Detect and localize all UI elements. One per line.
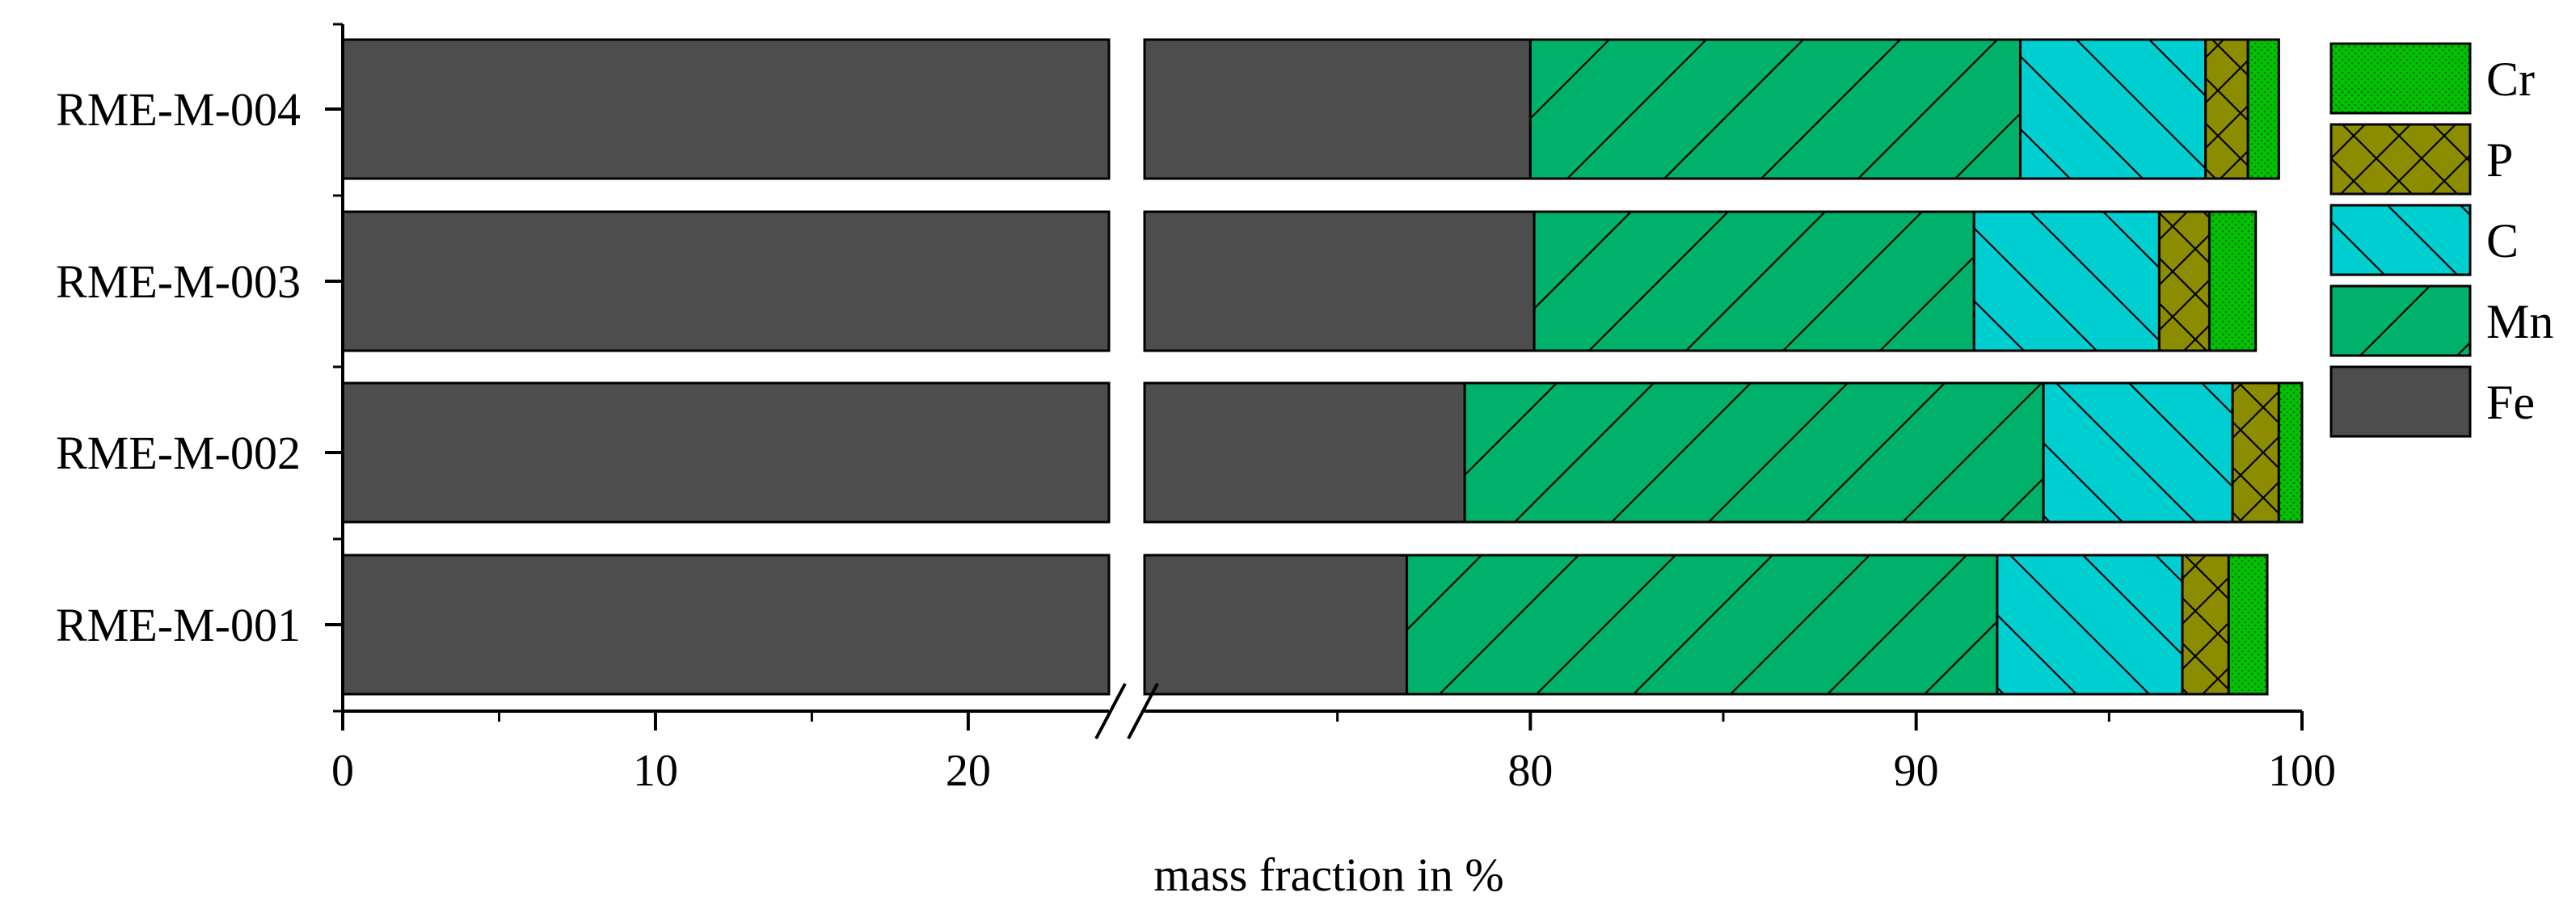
legend-item-cr: Cr [2329,42,2535,115]
legend-swatch-fe-outline [2329,365,2472,438]
y-tick-label-rme-m-001: RME-M-001 [56,599,301,651]
legend-label-fe: Fe [2486,376,2535,429]
bar-rme-m-003-fe-part1 [343,212,1109,351]
legend-item-p: P [2329,123,2513,196]
bar-rme-m-004-mn-pattern [1530,40,2021,179]
x-tick-label-20: 20 [946,746,991,796]
x-tick-label-0: 0 [331,746,354,796]
legend-item-fe: Fe [2329,365,2535,438]
bar-rme-m-002-cr-outline [2277,381,2304,524]
bar-group-rme-m-003 [341,210,2258,352]
bar-rme-m-003-mn-pattern [1534,212,1975,351]
bar-rme-m-001-cr-pattern [2228,555,2268,694]
bar-rme-m-001-c-pattern [1996,555,2183,694]
legend-swatch-mn-outline [2329,284,2472,357]
bar-rme-m-001-mn-pattern [1406,555,1997,694]
legend-swatch-p-pattern [2331,124,2470,194]
legend-swatch-mn-pattern [2331,286,2470,356]
bar-rme-m-004-cr-pattern [2248,40,2279,179]
bar-rme-m-003-p-pattern [2159,212,2210,351]
bar-rme-m-001-fe-part1 [343,555,1109,694]
x-tick-label-10: 10 [633,746,678,796]
bar-group-rme-m-001 [341,554,2269,696]
bar-rme-m-002-fe-part1 [343,383,1109,522]
bar-rme-m-002-c-pattern [2043,383,2233,522]
bar-rme-m-001-cr-outline [2227,554,2269,696]
bar-rme-m-002-mn-pattern [1465,383,2044,522]
axis-break-mark-right [1127,683,1159,739]
bar-rme-m-002-cr-pattern [2279,383,2302,522]
bar-rme-m-004-cr-outline [2246,38,2280,180]
y-tick-label-rme-m-004: RME-M-004 [56,83,301,136]
bar-rme-m-003-fe-part2 [1145,212,1535,351]
legend-item-c: C [2329,204,2519,276]
bar-rme-m-002-p-pattern [2232,383,2279,522]
bar-rme-m-003-cr-outline [2207,210,2258,352]
x-tick-label-90: 90 [1894,746,1939,796]
bar-rme-m-003-cr-pattern [2209,212,2256,351]
y-tick-label-rme-m-003: RME-M-003 [56,255,301,308]
legend-label-c: C [2486,214,2519,267]
bar-group-rme-m-004 [341,38,2280,180]
axes: 0 10 20 80 90 100 RME-M-001 RME-M-002 RME-M-003 R… [56,23,2336,796]
bar-rme-m-004-fe-part2 [1145,40,1531,179]
bar-rme-m-003-c-pattern [1974,212,2160,351]
legend-label-p: P [2486,133,2513,187]
bar-rme-m-002-fe-part2 [1145,383,1465,522]
bar-rme-m-004-fe-part1 [343,40,1109,179]
bar-rme-m-004-p-pattern [2205,40,2249,179]
legend-item-mn: Mn [2329,284,2553,357]
legend-swatch-cr-pattern [2331,44,2470,113]
legend-label-cr: Cr [2486,53,2535,106]
axis-break-mark-left [1094,683,1127,739]
bar-rme-m-001-fe-part2 [1145,555,1407,694]
bar-rme-m-004-c-pattern [2020,40,2206,179]
legend-swatch-c-outline [2329,204,2472,276]
legend-swatch-fe [2331,367,2470,436]
legend: Cr PC Mn Fe [2329,42,2553,438]
bars [341,38,2304,696]
y-tick-label-rme-m-002: RME-M-002 [56,427,301,479]
bar-rme-m-001-p-pattern [2182,555,2229,694]
legend-label-mn: Mn [2486,295,2553,348]
x-tick-label-100: 100 [2268,746,2336,796]
x-tick-label-80: 80 [1507,746,1553,796]
legend-swatch-cr-outline [2329,42,2472,115]
legend-swatch-p-outline [2329,123,2472,196]
x-axis-title: mass fraction in % [1153,849,1503,901]
bar-group-rme-m-002 [341,381,2304,524]
legend-swatch-c-pattern [2331,205,2470,275]
